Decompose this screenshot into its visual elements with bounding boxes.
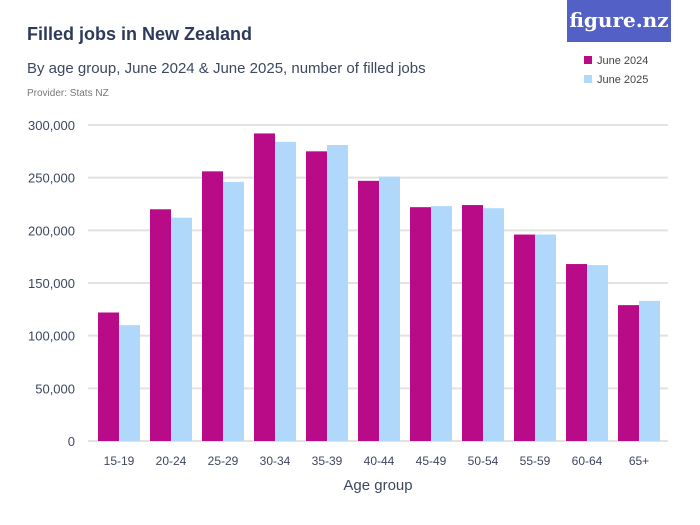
x-tick-label: 55-59 — [520, 454, 551, 468]
chart-subtitle: By age group, June 2024 & June 2025, num… — [27, 60, 426, 77]
x-tick-label: 15-19 — [104, 454, 135, 468]
bar-50-54-June-2024 — [462, 205, 483, 441]
x-tick-label: 35-39 — [312, 454, 343, 468]
bar-20-24-June-2024 — [150, 209, 171, 441]
bar-55-59-June-2025 — [535, 234, 556, 441]
bar-15-19-June-2024 — [98, 312, 119, 441]
x-tick-label: 50-54 — [468, 454, 499, 468]
bar-25-29-June-2025 — [223, 181, 244, 441]
x-tick-label: 45-49 — [416, 454, 447, 468]
y-tick-label: 250,000 — [28, 171, 75, 186]
bar-40-44-June-2024 — [358, 180, 379, 441]
legend-label: June 2025 — [597, 74, 649, 86]
figure-nz-logo[interactable]: figure.nz — [567, 0, 671, 42]
x-tick-label: 25-29 — [208, 454, 239, 468]
x-tick-label: 30-34 — [260, 454, 291, 468]
legend-item-2025: June 2025 — [584, 74, 648, 86]
bar-15-19-June-2025 — [119, 325, 140, 441]
x-tick-label: 40-44 — [364, 454, 395, 468]
provider-label: Provider: Stats NZ — [27, 88, 109, 99]
x-tick-label: 20-24 — [156, 454, 187, 468]
x-tick-label: 60-64 — [572, 454, 603, 468]
bar-25-29-June-2024 — [202, 171, 223, 441]
bar-30-34-June-2024 — [254, 133, 275, 441]
bar-40-44-June-2025 — [379, 176, 400, 441]
bar-50-54-June-2025 — [483, 208, 504, 441]
legend-swatch — [584, 75, 592, 83]
y-tick-label: 0 — [68, 434, 75, 449]
bar-35-39-June-2024 — [306, 151, 327, 442]
bar-30-34-June-2025 — [275, 141, 296, 441]
bar-45-49-June-2024 — [410, 207, 431, 441]
bar-60-64-June-2024 — [566, 264, 587, 441]
legend-item-2024: June 2024 — [584, 55, 648, 67]
y-tick-label: 50,000 — [35, 381, 75, 396]
bar-20-24-June-2025 — [171, 217, 192, 441]
legend-swatch — [584, 56, 592, 64]
y-tick-label: 100,000 — [28, 329, 75, 344]
y-tick-label: 200,000 — [28, 223, 75, 238]
bar-60-64-June-2025 — [587, 265, 608, 441]
bar-65+-June-2024 — [618, 305, 639, 441]
chart-title: Filled jobs in New Zealand — [27, 24, 253, 44]
legend-label: June 2024 — [597, 55, 649, 67]
bar-35-39-June-2025 — [327, 145, 348, 441]
y-tick-label: 150,000 — [28, 276, 75, 291]
x-axis-title: Age group — [343, 477, 412, 494]
bar-45-49-June-2025 — [431, 206, 452, 441]
bar-55-59-June-2024 — [514, 234, 535, 441]
x-tick-label: 65+ — [629, 454, 649, 468]
bar-65+-June-2025 — [639, 300, 660, 441]
y-tick-label: 300,000 — [28, 118, 75, 133]
